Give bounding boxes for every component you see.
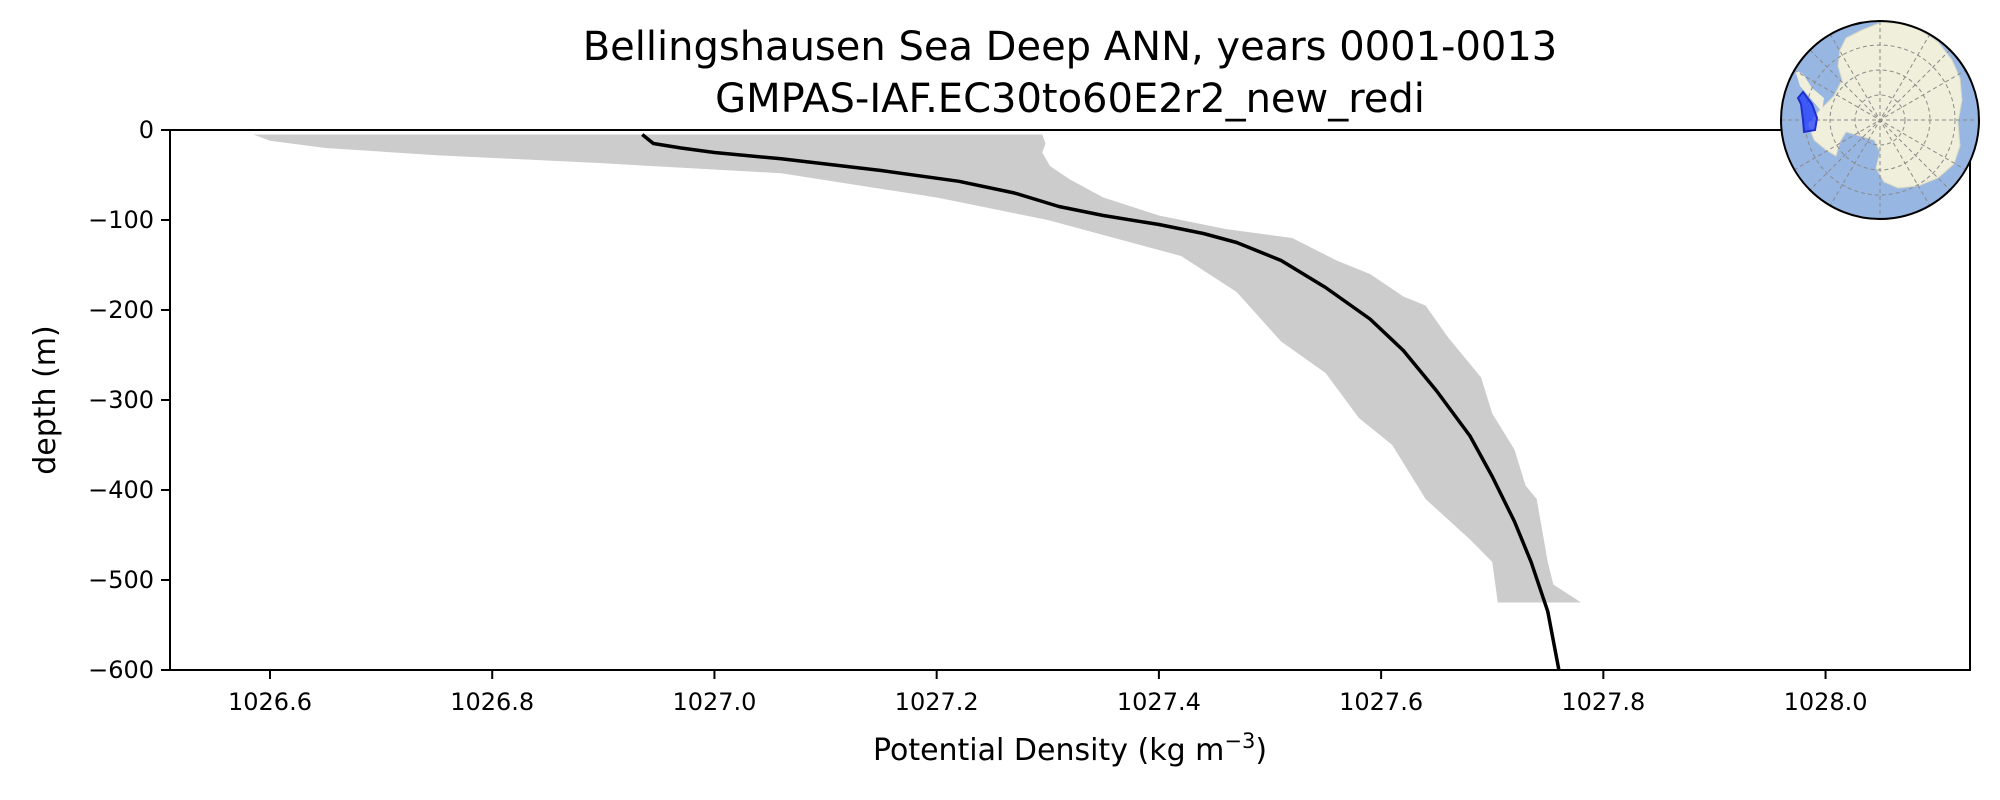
x-axis-ticks: 1026.6 1026.8 1027.0 1027.2 1027.4 1027.6 1027…	[228, 670, 1868, 716]
plot-area: 1026.6 1026.8 1027.0 1027.2 1027.4 1027.6 1027…	[88, 116, 1971, 716]
density-range-band	[253, 134, 1582, 603]
inset-map-border	[1780, 20, 1980, 220]
x-tick-label: 1028.0	[1784, 688, 1868, 716]
x-tick-label: 1027.2	[895, 688, 979, 716]
chart-title-line-2: GMPAS-IAF.EC30to60E2r2_new_redi	[715, 76, 1425, 122]
y-tick-label: 0	[139, 116, 154, 144]
inset-map-graticule	[1781, 21, 1979, 219]
chart-title-line-1: Bellingshausen Sea Deep ANN, years 0001-…	[583, 24, 1558, 70]
mean-profile-line-layer	[641, 133, 1561, 670]
inset-map-region-highlight	[1796, 90, 1819, 134]
x-axis-label: Potential Density (kg m−3)	[873, 729, 1267, 768]
mean-density-profile-line	[641, 133, 1561, 670]
y-tick-label: −300	[88, 386, 154, 414]
y-tick-label: −200	[88, 296, 154, 324]
x-tick-label: 1027.0	[672, 688, 756, 716]
x-tick-label: 1026.6	[228, 688, 312, 716]
y-tick-label: −500	[88, 566, 154, 594]
x-tick-label: 1027.4	[1117, 688, 1201, 716]
y-axis-label: depth (m)	[28, 325, 63, 475]
y-tick-label: −400	[88, 476, 154, 504]
x-tick-label: 1027.8	[1561, 688, 1645, 716]
inset-map	[1780, 20, 1980, 220]
density-range-band-layer	[253, 134, 1582, 603]
inset-map-peninsula	[1795, 70, 1824, 112]
x-tick-label: 1026.8	[450, 688, 534, 716]
y-axis-ticks: 0 −100 −200 −300 −400 −500 −600	[88, 116, 170, 684]
y-tick-label: −100	[88, 206, 154, 234]
y-tick-label: −600	[88, 656, 154, 684]
x-tick-label: 1027.6	[1339, 688, 1423, 716]
